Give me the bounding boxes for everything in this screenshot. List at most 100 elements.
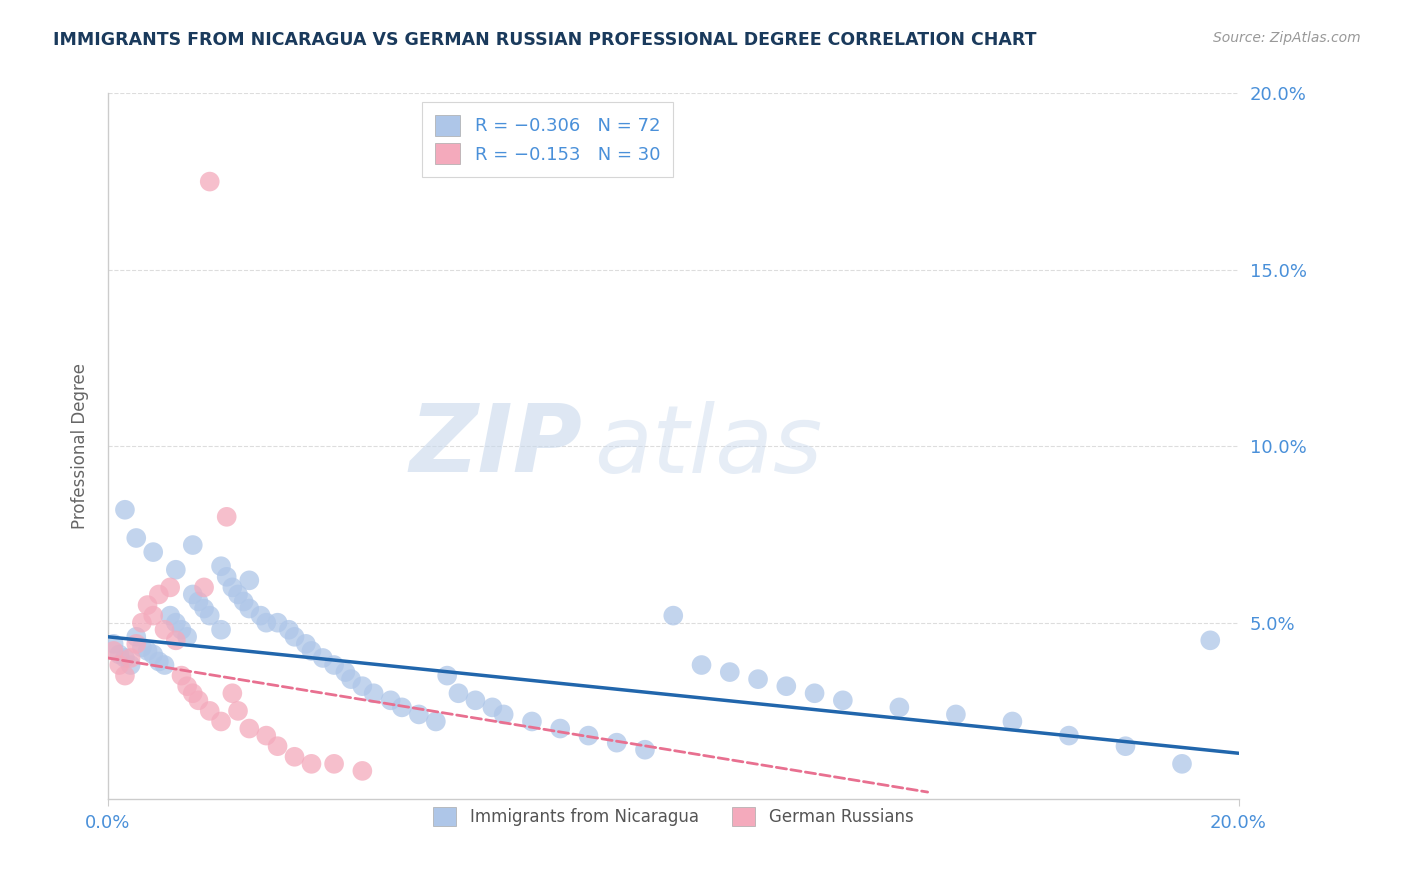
Point xyxy=(408,707,430,722)
Point xyxy=(198,175,221,189)
Point xyxy=(266,615,288,630)
Point xyxy=(226,704,249,718)
Point xyxy=(153,623,176,637)
Point xyxy=(1171,756,1194,771)
Point xyxy=(165,615,187,630)
Point xyxy=(238,574,260,588)
Point xyxy=(1001,714,1024,729)
Point xyxy=(209,623,232,637)
Text: ZIP: ZIP xyxy=(411,401,583,492)
Point xyxy=(209,559,232,574)
Point xyxy=(548,722,571,736)
Point xyxy=(142,648,165,662)
Point xyxy=(352,764,374,778)
Point xyxy=(131,615,153,630)
Point xyxy=(1199,633,1222,648)
Point xyxy=(136,644,159,658)
Point xyxy=(301,644,323,658)
Point xyxy=(266,739,288,754)
Point xyxy=(221,686,243,700)
Point xyxy=(520,714,543,729)
Point xyxy=(215,509,238,524)
Point xyxy=(131,640,153,655)
Point xyxy=(335,665,357,679)
Point xyxy=(159,608,181,623)
Point xyxy=(323,658,346,673)
Point xyxy=(249,608,271,623)
Point xyxy=(606,736,628,750)
Point xyxy=(578,729,600,743)
Point xyxy=(221,581,243,595)
Point xyxy=(136,598,159,612)
Point xyxy=(120,658,142,673)
Point xyxy=(447,686,470,700)
Point xyxy=(380,693,402,707)
Point xyxy=(254,729,277,743)
Point xyxy=(945,707,967,722)
Point xyxy=(148,587,170,601)
Point xyxy=(1057,729,1080,743)
Point xyxy=(803,686,825,700)
Point xyxy=(209,714,232,729)
Point xyxy=(114,502,136,516)
Point xyxy=(165,563,187,577)
Point xyxy=(153,658,176,673)
Point xyxy=(215,570,238,584)
Point xyxy=(295,637,318,651)
Point xyxy=(159,581,181,595)
Point xyxy=(176,679,198,693)
Point xyxy=(436,668,458,682)
Point xyxy=(662,608,685,623)
Point xyxy=(181,587,204,601)
Point xyxy=(718,665,741,679)
Point xyxy=(283,630,305,644)
Point xyxy=(352,679,374,693)
Point xyxy=(301,756,323,771)
Point xyxy=(181,686,204,700)
Point xyxy=(425,714,447,729)
Point xyxy=(142,545,165,559)
Point xyxy=(634,742,657,756)
Point xyxy=(103,637,125,651)
Point xyxy=(193,581,215,595)
Point xyxy=(232,594,254,608)
Point xyxy=(187,693,209,707)
Text: IMMIGRANTS FROM NICARAGUA VS GERMAN RUSSIAN PROFESSIONAL DEGREE CORRELATION CHAR: IMMIGRANTS FROM NICARAGUA VS GERMAN RUSS… xyxy=(53,31,1038,49)
Point xyxy=(283,749,305,764)
Point xyxy=(1114,739,1136,754)
Point xyxy=(120,651,142,665)
Point xyxy=(277,623,299,637)
Point xyxy=(312,651,335,665)
Point xyxy=(176,630,198,644)
Point xyxy=(108,648,131,662)
Point xyxy=(114,668,136,682)
Point xyxy=(165,633,187,648)
Point xyxy=(142,608,165,623)
Point xyxy=(103,644,125,658)
Text: atlas: atlas xyxy=(595,401,823,491)
Point xyxy=(889,700,911,714)
Point xyxy=(114,651,136,665)
Point xyxy=(198,608,221,623)
Point xyxy=(323,756,346,771)
Point xyxy=(775,679,797,693)
Point xyxy=(464,693,486,707)
Point xyxy=(198,704,221,718)
Legend: Immigrants from Nicaragua, German Russians: Immigrants from Nicaragua, German Russia… xyxy=(426,800,920,833)
Point xyxy=(108,658,131,673)
Point xyxy=(125,531,148,545)
Y-axis label: Professional Degree: Professional Degree xyxy=(72,363,89,529)
Text: Source: ZipAtlas.com: Source: ZipAtlas.com xyxy=(1213,31,1361,45)
Point xyxy=(747,672,769,686)
Point xyxy=(690,658,713,673)
Point xyxy=(391,700,413,714)
Point xyxy=(831,693,853,707)
Point xyxy=(363,686,385,700)
Point xyxy=(170,668,193,682)
Point xyxy=(254,615,277,630)
Point xyxy=(481,700,503,714)
Point xyxy=(340,672,363,686)
Point xyxy=(193,601,215,615)
Point xyxy=(181,538,204,552)
Point xyxy=(125,637,148,651)
